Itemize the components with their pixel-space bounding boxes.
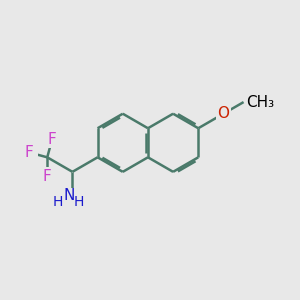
Text: H: H: [52, 195, 62, 209]
Text: H: H: [74, 195, 84, 209]
Text: CH₃: CH₃: [247, 94, 274, 110]
Text: F: F: [48, 132, 56, 147]
Text: F: F: [25, 145, 33, 160]
Text: O: O: [218, 106, 230, 121]
Text: F: F: [43, 169, 52, 184]
Text: N: N: [63, 188, 75, 203]
